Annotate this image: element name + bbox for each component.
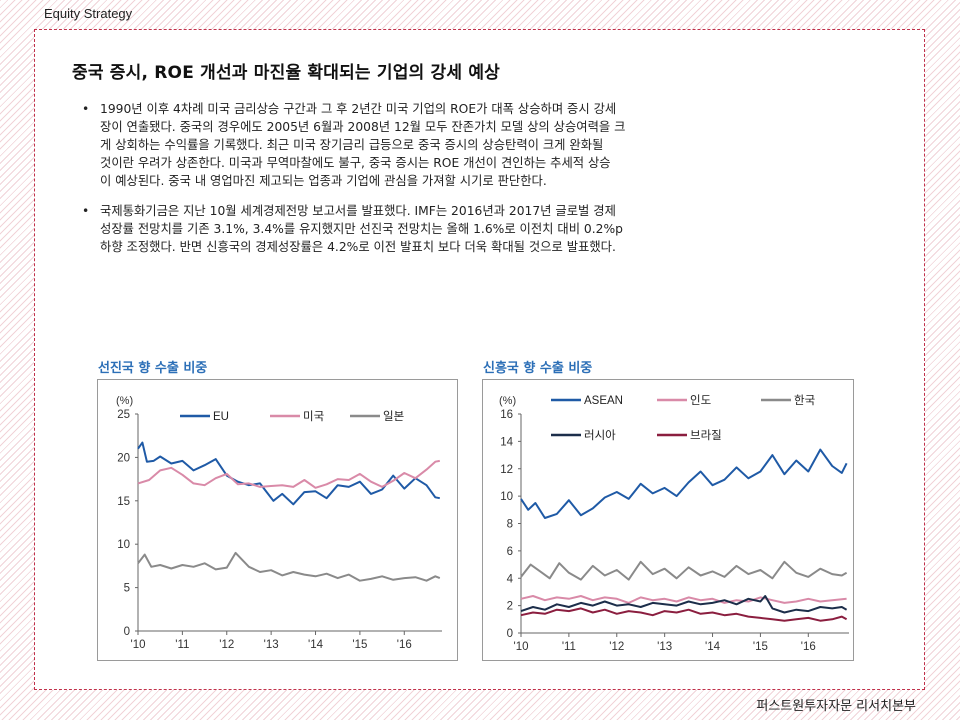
chart-developed: (%) 0 5 10 15 20 25 '10 '11 '12 '13 '14 '15 '16 EU 미국 일본 bbox=[97, 379, 458, 661]
y-tick-label: 6 bbox=[507, 546, 513, 558]
series-line-EU bbox=[137, 441, 440, 506]
legend-label: 미국 bbox=[303, 410, 324, 423]
legend-label: 한국 bbox=[794, 394, 815, 407]
y-axis-unit: (%) bbox=[499, 395, 516, 407]
series-line-일본 bbox=[137, 551, 441, 582]
chart-emerging: (%) 0 2 4 6 8 10 12 14 16 '10 '11 '12 '13 '14 '15 '16 ASE… bbox=[482, 379, 854, 661]
y-tick-label: 10 bbox=[500, 491, 513, 503]
y-tick-label: 12 bbox=[500, 464, 513, 476]
y-tick-label: 4 bbox=[507, 573, 514, 585]
x-tick-label: '14 bbox=[705, 641, 721, 653]
y-tick-label: 16 bbox=[500, 409, 513, 421]
x-tick-label: '13 bbox=[657, 641, 672, 653]
page-title: 중국 증시, ROE 개선과 마진율 확대되는 기업의 강세 예상 bbox=[72, 63, 500, 83]
bullet-line: 하향 조정했다. 반면 신흥국의 경제성장률은 4.2%로 이전 발표치 보다 … bbox=[100, 240, 616, 254]
bullet-item: • 국제통화기금은 지난 10월 세계경제전망 보고서를 발표했다. IMF는 … bbox=[82, 202, 842, 256]
legend-label: 브라질 bbox=[690, 429, 722, 442]
section-label: Equity Strategy bbox=[44, 6, 133, 21]
x-tick-label: '15 bbox=[753, 641, 768, 653]
x-tick-label: '16 bbox=[801, 641, 816, 653]
y-tick-label: 0 bbox=[124, 626, 130, 638]
y-tick-label: 25 bbox=[117, 409, 130, 421]
bullet-line: 것이란 우려가 상존한다. 미국과 무역마찰에도 불구, 중국 증시는 ROE … bbox=[100, 156, 611, 170]
chart-title-developed: 선진국 향 수출 비중 bbox=[98, 361, 208, 376]
bullet-item: • 1990년 이후 4차례 미국 금리상승 구간과 그 후 2년간 미국 기업… bbox=[82, 100, 842, 190]
bullet-icon: • bbox=[82, 204, 90, 218]
footer-label: 퍼스트원투자자문 리서치본부 bbox=[756, 699, 916, 714]
series-line-미국 bbox=[137, 459, 440, 489]
x-tick-label: '14 bbox=[308, 639, 324, 651]
x-tick-label: '10 bbox=[514, 641, 529, 653]
bullet-line: 국제통화기금은 지난 10월 세계경제전망 보고서를 발표했다. IMF는 20… bbox=[100, 204, 616, 218]
legend-label: ASEAN bbox=[584, 395, 623, 407]
bullet-icon: • bbox=[82, 102, 90, 116]
bullet-line: 장이 연출됐다. 중국의 경우에도 2005년 6월과 2008년 12월 모두… bbox=[100, 120, 626, 134]
y-tick-label: 20 bbox=[117, 452, 130, 464]
y-tick-label: 5 bbox=[124, 583, 130, 595]
x-tick-label: '10 bbox=[131, 639, 146, 651]
x-tick-label: '11 bbox=[562, 641, 576, 653]
legend-label: 러시아 bbox=[584, 429, 616, 442]
bullet-line: 이 예상된다. 중국 내 영업마진 제고되는 업종과 기업에 관심을 가져할 시… bbox=[100, 174, 547, 188]
bullet-line: 1990년 이후 4차례 미국 금리상승 구간과 그 후 2년간 미국 기업의 … bbox=[100, 102, 617, 116]
y-tick-label: 2 bbox=[507, 601, 513, 613]
y-tick-label: 14 bbox=[500, 436, 513, 448]
x-tick-label: '12 bbox=[609, 641, 624, 653]
y-tick-label: 15 bbox=[117, 496, 130, 508]
bullet-line: 성장률 전망치를 기존 3.1%, 3.4%를 유지했지만 선진국 전망치는 올… bbox=[100, 222, 623, 236]
chart-emerging-svg: (%) 0 2 4 6 8 10 12 14 16 '10 '11 '12 '13 '14 '15 '16 ASE… bbox=[499, 394, 849, 653]
x-tick-label: '11 bbox=[175, 639, 189, 651]
series-line-한국 bbox=[520, 560, 848, 581]
chart-developed-svg: (%) 0 5 10 15 20 25 '10 '11 '12 '13 '14 '15 '16 EU 미국 일본 bbox=[116, 395, 442, 651]
series-line-ASEAN bbox=[520, 448, 848, 519]
legend-label: 일본 bbox=[383, 409, 404, 423]
bullet-line: 게 상회하는 수익률을 기록했다. 최근 미국 장기금리 급등으로 중국 증시의… bbox=[100, 138, 604, 152]
y-axis-unit: (%) bbox=[116, 395, 133, 407]
series-line-브라질 bbox=[520, 607, 848, 622]
series-line-인도 bbox=[520, 595, 847, 604]
x-tick-label: '16 bbox=[397, 639, 412, 651]
y-tick-label: 0 bbox=[507, 628, 513, 640]
legend-label: 인도 bbox=[690, 394, 711, 407]
series-line-러시아 bbox=[520, 595, 848, 614]
x-tick-label: '13 bbox=[264, 639, 279, 651]
bullet-list: • 1990년 이후 4차례 미국 금리상승 구간과 그 후 2년간 미국 기업… bbox=[82, 100, 842, 268]
y-tick-label: 10 bbox=[117, 539, 130, 551]
y-tick-label: 8 bbox=[507, 519, 513, 531]
x-tick-label: '15 bbox=[352, 639, 367, 651]
legend-label: EU bbox=[213, 411, 229, 423]
x-tick-label: '12 bbox=[219, 639, 234, 651]
chart-title-emerging: 신흥국 향 수출 비중 bbox=[483, 361, 593, 376]
